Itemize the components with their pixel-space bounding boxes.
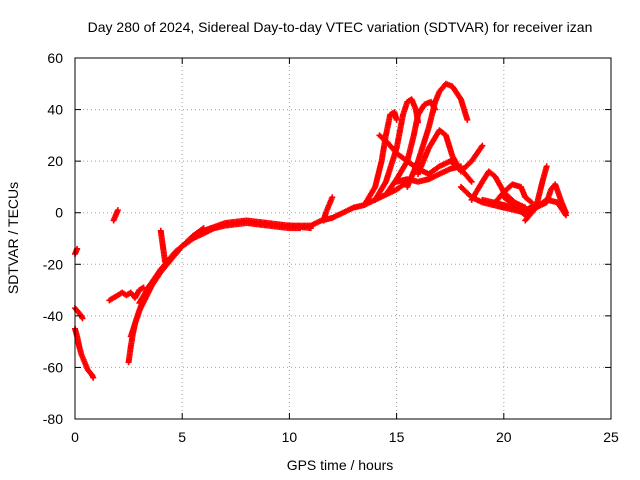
x-axis-label: GPS time / hours xyxy=(287,457,394,473)
data-point xyxy=(200,225,207,232)
x-tick-label: 10 xyxy=(282,429,298,445)
data-point xyxy=(329,194,336,201)
data-point xyxy=(393,116,400,123)
data-point xyxy=(90,374,97,381)
data-point xyxy=(479,142,486,149)
y-tick-label: -60 xyxy=(43,359,63,375)
y-tick-label: 0 xyxy=(55,205,63,221)
chart-title: Day 280 of 2024, Sidereal Day-to-day VTE… xyxy=(88,19,593,35)
x-tick-label: 25 xyxy=(603,429,619,445)
series-arc-evening-c xyxy=(490,181,535,208)
data-point xyxy=(543,163,550,170)
series-arc-spike-4 xyxy=(157,227,169,265)
data-point xyxy=(532,201,539,208)
data-point xyxy=(562,209,569,216)
x-tick-label: 15 xyxy=(389,429,405,445)
series-arc-isolated xyxy=(110,207,121,224)
y-tick-label: 20 xyxy=(47,153,63,169)
x-tick-label: 0 xyxy=(71,429,79,445)
series-arc-dawn-a xyxy=(106,284,147,304)
axis-ticks: 0 5 10 15 20 25 -80 -60 -40 -20 0 20 40 60 xyxy=(43,50,619,445)
y-tick-label: -80 xyxy=(43,411,63,427)
series-arc-peak-b xyxy=(372,96,422,203)
y-tick-label: 60 xyxy=(47,50,63,66)
series-arc-cross-b xyxy=(393,163,464,185)
data-point xyxy=(114,207,121,214)
data-point xyxy=(79,315,86,322)
series-arc-dawn-d xyxy=(136,225,207,306)
data-point xyxy=(162,258,169,265)
series-arc-early-a xyxy=(72,325,97,381)
data-point xyxy=(468,178,475,185)
series-arc-spike-12 xyxy=(320,194,336,224)
data-marks xyxy=(72,80,569,381)
series-arc-peak-e xyxy=(415,127,486,178)
y-tick-label: -40 xyxy=(43,308,63,324)
data-point xyxy=(464,116,471,123)
data-point xyxy=(457,163,464,170)
y-tick-label: -20 xyxy=(43,256,63,272)
y-axis-label: SDTVAR / TECUs xyxy=(5,182,21,294)
x-tick-label: 20 xyxy=(496,429,512,445)
plot-frame xyxy=(74,57,612,420)
series-arc-cross-a xyxy=(376,132,475,185)
series-arc-evening-f xyxy=(479,196,539,214)
y-tick-label: 40 xyxy=(47,102,63,118)
x-tick-label: 5 xyxy=(178,429,186,445)
